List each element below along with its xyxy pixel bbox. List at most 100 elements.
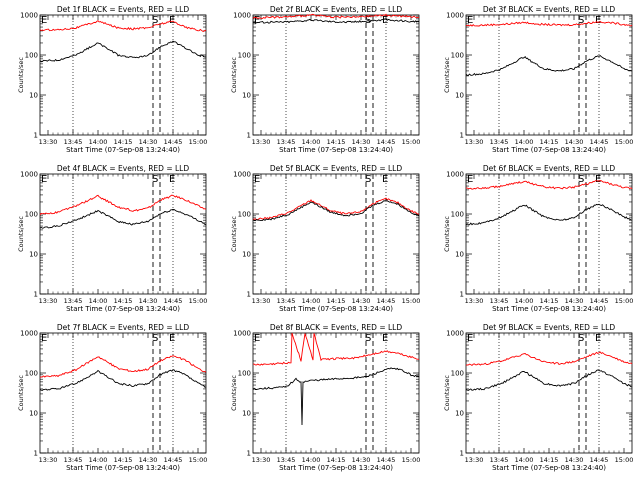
y-tick-label: 1000 <box>233 171 251 179</box>
panel-4: Det 4f BLACK = Events, RED = LLD 1 10 100 10… <box>17 164 207 313</box>
x-tick-label: 15:00 <box>402 297 421 305</box>
marker-s: S <box>152 174 158 185</box>
y-tick-label: 1000 <box>233 330 251 338</box>
x-tick-label: 15:00 <box>189 456 208 464</box>
panel-8: Det 8f BLACK = Events, RED = LLD 1 10 100 10… <box>230 323 420 472</box>
x-tick-label: 13:30 <box>39 297 58 305</box>
y-tick-label: 10 <box>242 410 251 418</box>
series-lld-line <box>465 351 633 366</box>
series-lld-line <box>465 20 633 27</box>
series-events-line <box>39 369 207 391</box>
x-axis-label: Start Time (07-Sep-08 13:24:40) <box>66 146 180 154</box>
x-tick-label: 14:45 <box>164 297 183 305</box>
series-events-line <box>465 369 633 391</box>
y-tick-label: 1000 <box>20 330 38 338</box>
x-tick-label: 14:30 <box>139 297 158 305</box>
y-tick-label: 10 <box>242 92 251 100</box>
series-events-line <box>39 208 206 229</box>
y-tick-label: 1 <box>34 450 38 458</box>
plot-frame <box>252 332 420 454</box>
y-axis-label: Counts/sec <box>230 57 238 93</box>
y-tick-label: 1 <box>460 291 464 299</box>
y-axis-label: Counts/sec <box>443 57 451 93</box>
x-tick-label: 14:30 <box>352 456 371 464</box>
panel-title: Det 7f BLACK = Events, RED = LLD <box>57 323 190 332</box>
panel-9: Det 9f BLACK = Events, RED = LLD 1 10 100 10… <box>443 323 633 472</box>
x-axis-label: Start Time (07-Sep-08 13:24:40) <box>66 464 180 472</box>
panel-5: Det 5f BLACK = Events, RED = LLD 1 10 100 10… <box>230 164 420 313</box>
y-axis-label: Counts/sec <box>230 216 238 252</box>
marker-s: S <box>365 333 371 344</box>
x-tick-label: 14:30 <box>352 138 371 146</box>
marker-e-left: E <box>41 15 47 26</box>
x-tick-label: 13:45 <box>490 456 509 464</box>
x-axis-label: Start Time (07-Sep-08 13:24:40) <box>492 305 606 313</box>
x-axis-label: Start Time (07-Sep-08 13:24:40) <box>279 464 393 472</box>
y-tick-label: 100 <box>238 211 251 219</box>
x-tick-label: 13:45 <box>277 138 296 146</box>
y-tick-label: 10 <box>242 251 251 259</box>
marker-e-right: E <box>382 333 388 344</box>
y-axis-label: Counts/sec <box>230 375 238 411</box>
series-lld-line <box>39 355 207 378</box>
x-tick-label: 14:45 <box>377 456 396 464</box>
y-tick-label: 1 <box>460 132 464 140</box>
panel-3: Det 3f BLACK = Events, RED = LLD 1 10 100 10… <box>443 5 633 154</box>
series-events-line <box>252 198 420 222</box>
y-tick-label: 1 <box>34 132 38 140</box>
x-tick-label: 13:30 <box>465 138 484 146</box>
x-axis-label: Start Time (07-Sep-08 13:24:40) <box>492 146 606 154</box>
y-tick-label: 100 <box>25 211 38 219</box>
series-lld-line <box>252 197 419 221</box>
x-tick-label: 14:30 <box>139 138 158 146</box>
panel-title: Det 3f BLACK = Events, RED = LLD <box>483 5 616 14</box>
panel-2: Det 2f BLACK = Events, RED = LLD 1 10 100 10… <box>230 5 420 154</box>
x-axis-label: Start Time (07-Sep-08 13:24:40) <box>279 305 393 313</box>
x-tick-label: 15:00 <box>189 297 208 305</box>
x-tick-label: 14:15 <box>114 456 133 464</box>
plot-frame <box>252 14 420 136</box>
x-tick-label: 14:00 <box>89 138 108 146</box>
x-tick-label: 14:30 <box>352 297 371 305</box>
marker-e-right: E <box>595 15 601 26</box>
panel-title: Det 4f BLACK = Events, RED = LLD <box>57 164 190 173</box>
x-tick-label: 13:45 <box>64 138 83 146</box>
marker-e-right: E <box>595 333 601 344</box>
y-axis-label: Counts/sec <box>17 375 25 411</box>
y-tick-label: 10 <box>29 251 38 259</box>
y-axis-label: Counts/sec <box>17 216 25 252</box>
marker-e-left: E <box>467 15 473 26</box>
x-tick-label: 14:15 <box>114 138 133 146</box>
y-tick-label: 100 <box>451 211 464 219</box>
x-tick-label: 13:30 <box>252 297 271 305</box>
series-lld-line <box>253 332 420 366</box>
series-events-line <box>39 40 207 63</box>
plot-frame <box>465 173 633 295</box>
y-tick-label: 1000 <box>446 12 464 20</box>
marker-e-right: E <box>595 174 601 185</box>
x-tick-label: 14:45 <box>590 297 609 305</box>
x-axis-label: Start Time (07-Sep-08 13:24:40) <box>279 146 393 154</box>
series-events-line <box>252 367 420 426</box>
x-tick-label: 14:15 <box>114 297 133 305</box>
marker-e-left: E <box>467 333 473 344</box>
y-tick-label: 100 <box>451 370 464 378</box>
y-tick-label: 1000 <box>446 171 464 179</box>
x-tick-label: 14:30 <box>139 456 158 464</box>
marker-e-right: E <box>169 174 175 185</box>
series-events-line <box>252 18 420 24</box>
y-tick-label: 10 <box>29 410 38 418</box>
y-tick-label: 10 <box>29 92 38 100</box>
series-events-line <box>465 55 633 76</box>
y-tick-label: 10 <box>455 251 464 259</box>
x-tick-label: 14:45 <box>590 456 609 464</box>
y-tick-label: 100 <box>451 52 464 60</box>
x-tick-label: 14:15 <box>540 138 559 146</box>
panel-1: Det 1f BLACK = Events, RED = LLD 1 10 100 10… <box>17 5 207 154</box>
plot-frame <box>465 14 633 136</box>
panel-title: Det 8f BLACK = Events, RED = LLD <box>270 323 403 332</box>
y-tick-label: 1000 <box>446 330 464 338</box>
y-tick-label: 1 <box>247 132 251 140</box>
x-tick-label: 15:00 <box>402 456 421 464</box>
